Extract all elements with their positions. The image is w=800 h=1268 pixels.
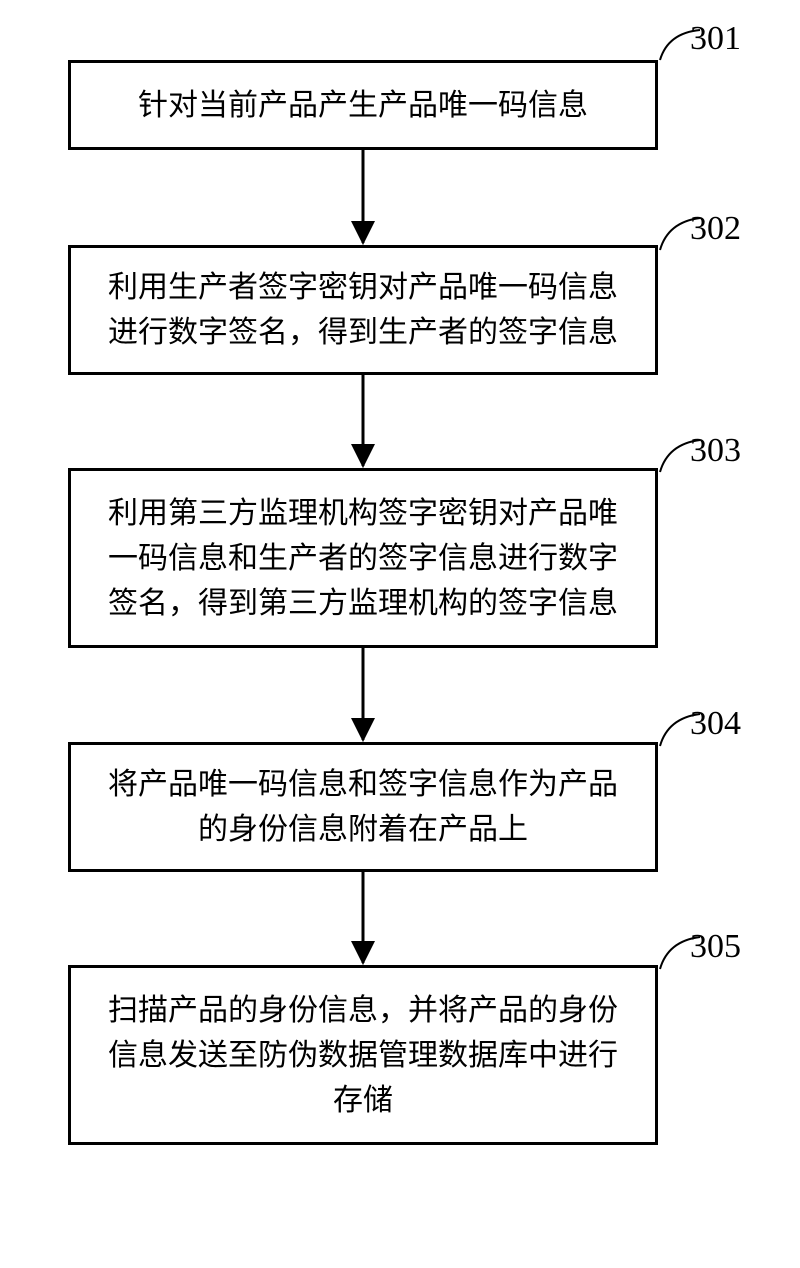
flow-edge-head-0	[351, 221, 375, 245]
flow-edge-head-1	[351, 444, 375, 468]
flow-edge-head-3	[351, 941, 375, 965]
flow-node-n303: 利用第三方监理机构签字密钥对产品唯 一码信息和生产者的签字信息进行数字 签名，得…	[68, 468, 658, 648]
flow-node-label-n302: 302	[690, 210, 741, 248]
flow-node-n304: 将产品唯一码信息和签字信息作为产品 的身份信息附着在产品上	[68, 742, 658, 872]
flow-node-label-n301: 301	[690, 20, 741, 58]
flow-edge-head-2	[351, 718, 375, 742]
flow-node-label-n303: 303	[690, 432, 741, 470]
flow-node-n301: 针对当前产品产生产品唯一码信息	[68, 60, 658, 150]
flow-node-label-n305: 305	[690, 928, 741, 966]
flowchart-canvas: 针对当前产品产生产品唯一码信息 301 利用生产者签字密钥对产品唯一码信息 进行数字…	[0, 0, 800, 1268]
flow-node-n305: 扫描产品的身份信息，并将产品的身份 信息发送至防伪数据管理数据库中进行 存储	[68, 965, 658, 1145]
flow-node-n302: 利用生产者签字密钥对产品唯一码信息 进行数字签名，得到生产者的签字信息	[68, 245, 658, 375]
flow-node-label-n304: 304	[690, 705, 741, 743]
